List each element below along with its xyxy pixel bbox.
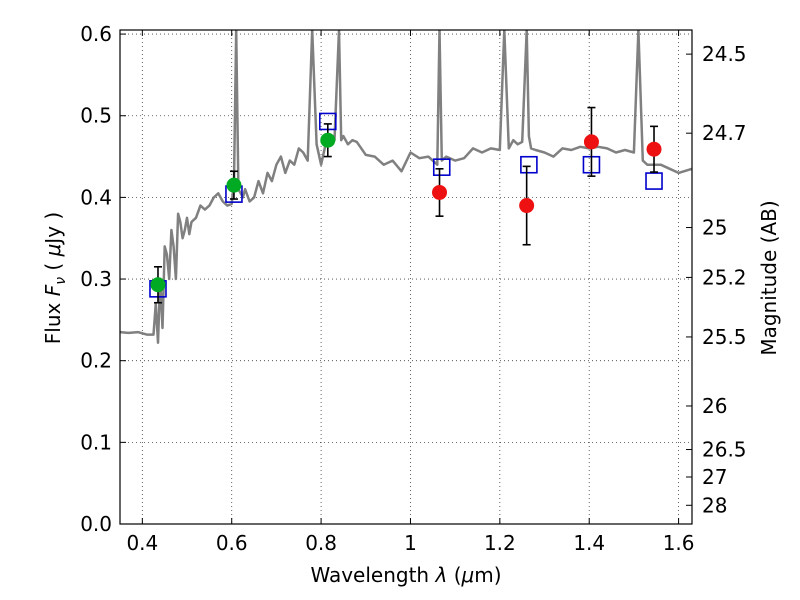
data-points-layer xyxy=(149,106,663,304)
y-tick-label: 0.3 xyxy=(80,267,112,291)
x-tick-label: 0.8 xyxy=(305,531,337,555)
y2-tick-label: 24.7 xyxy=(702,121,747,145)
plot-frame xyxy=(119,29,693,525)
y-tick-label: 0.5 xyxy=(80,104,112,128)
y-tick-label: 0.0 xyxy=(80,512,112,536)
grid xyxy=(120,30,692,525)
y2-tick-label: 25.5 xyxy=(702,325,747,349)
observed-flux-point xyxy=(320,132,336,148)
x-axis-label: Wavelength λ (μm) xyxy=(310,563,501,587)
x-tick-label: 1 xyxy=(404,531,417,555)
x-tick-label: 0.6 xyxy=(216,531,248,555)
y2-tick-label: 28 xyxy=(702,493,727,517)
observed-flux-point xyxy=(646,141,662,157)
model-photometry-point xyxy=(520,155,538,174)
model-photometry-point xyxy=(432,158,451,176)
model-spectrum-line xyxy=(120,30,692,344)
y-tick-label: 0.6 xyxy=(80,22,112,46)
y-tick-label: 0.2 xyxy=(80,349,112,373)
y-tick-label: 0.1 xyxy=(80,430,112,454)
model-photometry-point xyxy=(645,172,663,190)
y2-tick-label: 27 xyxy=(702,465,727,489)
observed-flux-point xyxy=(226,177,242,193)
y-axis-label: Flux Fν ( μJy ) xyxy=(41,212,69,344)
x-tick-label: 0.4 xyxy=(126,531,158,555)
observed-flux-point xyxy=(519,198,535,214)
x-tick-label: 1.6 xyxy=(663,531,695,555)
observed-flux-point xyxy=(150,277,166,293)
y2-tick-label: 26.5 xyxy=(702,438,747,462)
y2-tick-label: 25 xyxy=(702,216,727,240)
y2-tick-label: 25.2 xyxy=(702,265,747,289)
x-tick-label: 1.4 xyxy=(573,531,605,555)
y2-tick-label: 26 xyxy=(702,394,727,418)
y-tick-label: 0.4 xyxy=(80,185,112,209)
axis-ticks: 0.4 0.6 0.8 1 1.2 1.4 1.6 0.0 0.1 0.2 0.3 0.4 0.5 0.6… xyxy=(80,22,746,555)
observed-flux-point xyxy=(583,134,599,150)
y2-axis-label: Magnitude (AB) xyxy=(757,200,781,355)
y2-tick-label: 24.5 xyxy=(702,42,747,66)
observed-flux-point xyxy=(432,184,448,200)
model-spectrum-layer xyxy=(120,30,692,344)
x-tick-label: 1.2 xyxy=(484,531,516,555)
